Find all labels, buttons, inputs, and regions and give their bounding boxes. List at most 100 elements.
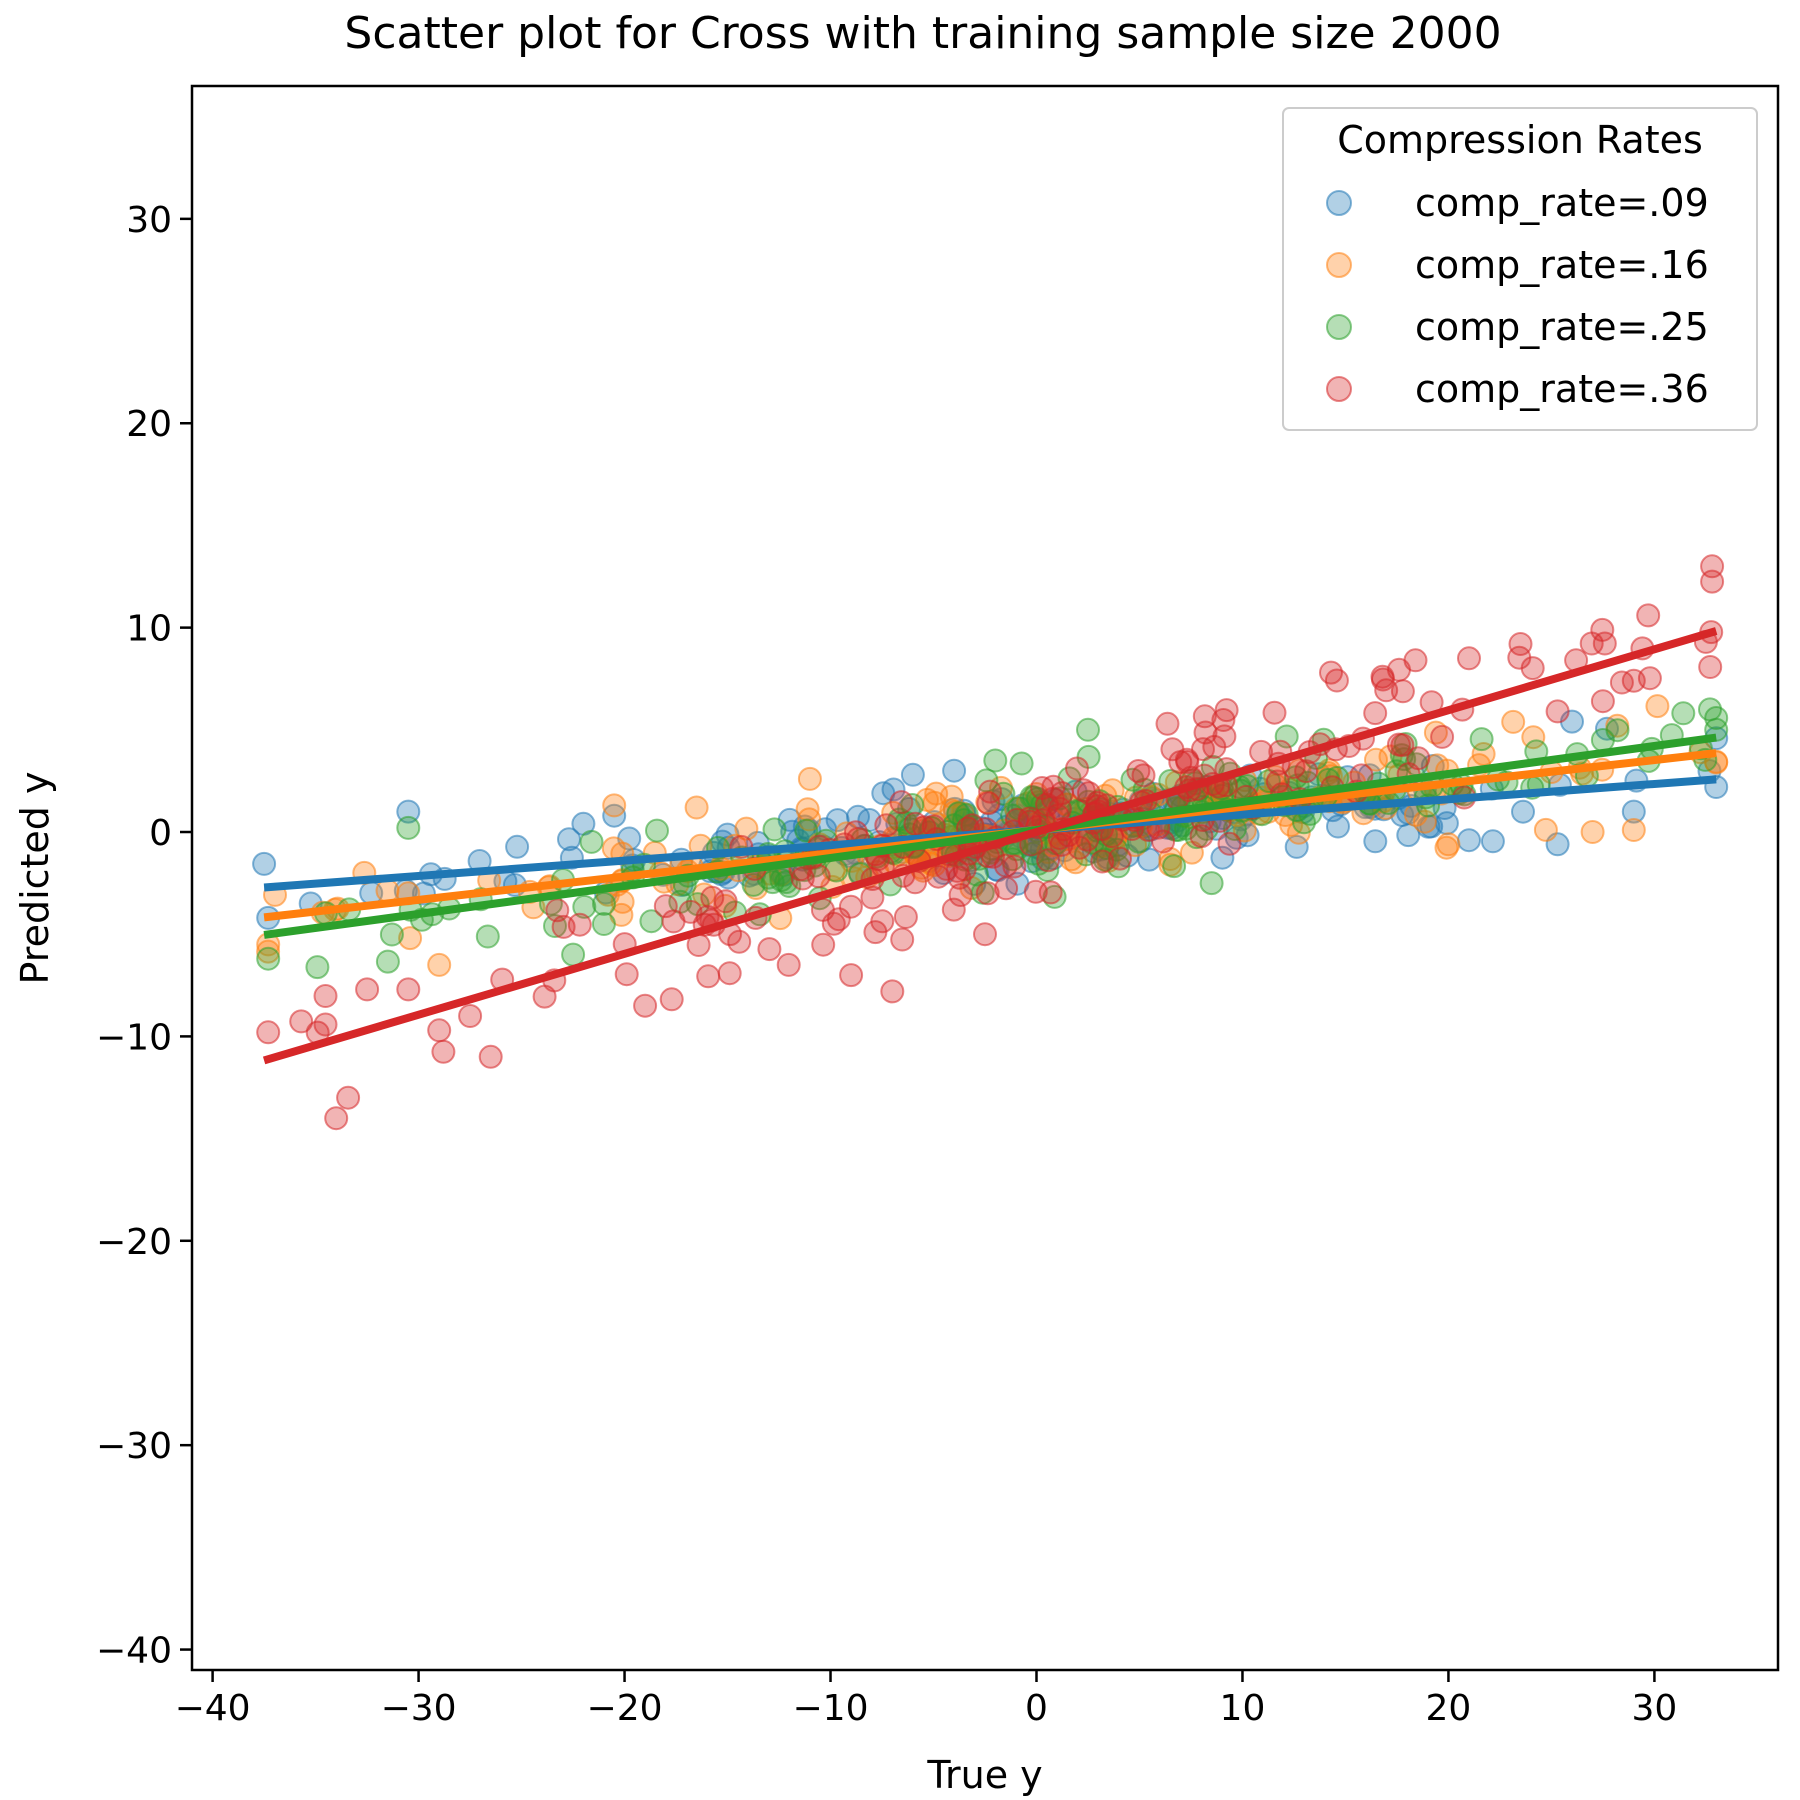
scatter-point bbox=[1189, 824, 1214, 849]
scatter-point bbox=[1274, 724, 1299, 749]
scatter-point bbox=[1521, 725, 1546, 750]
y-tick-label: −10 bbox=[96, 1017, 172, 1058]
y-tick-label: 30 bbox=[126, 200, 172, 241]
scatter-point bbox=[762, 817, 787, 842]
scatter-point bbox=[561, 942, 586, 967]
scatter-point bbox=[1621, 818, 1646, 842]
scatter-point bbox=[475, 924, 500, 949]
scatter-point bbox=[431, 1039, 456, 1064]
scatter-point bbox=[579, 829, 604, 854]
scatter-point bbox=[1580, 820, 1605, 844]
scatter-point bbox=[900, 762, 925, 787]
scatter-point bbox=[1430, 724, 1455, 749]
x-tick-label: 10 bbox=[1220, 1688, 1266, 1729]
scatter-point bbox=[1621, 668, 1646, 693]
scatter-point bbox=[601, 836, 626, 861]
scatter-point bbox=[1480, 829, 1505, 854]
scatter-point bbox=[1436, 832, 1461, 857]
chart-title: Scatter plot for Cross with training sam… bbox=[344, 8, 1501, 59]
scatter-point bbox=[458, 1004, 483, 1028]
scatter-point bbox=[545, 898, 570, 923]
x-tick-label: −30 bbox=[381, 1688, 457, 1729]
scatter-point bbox=[256, 939, 281, 964]
scatter-point bbox=[825, 808, 850, 833]
scatter-point bbox=[1645, 694, 1670, 719]
scatter-point bbox=[874, 813, 899, 838]
scatter-point bbox=[1193, 720, 1218, 745]
scatter-point bbox=[396, 977, 421, 1002]
scatter-point bbox=[1621, 799, 1646, 824]
scatter-point bbox=[1390, 679, 1415, 704]
legend-entries: comp_rate=.09 comp_rate=.16 comp_rate=.25c… bbox=[1326, 181, 1709, 411]
scatter-point bbox=[838, 894, 863, 919]
scatter-point bbox=[734, 816, 759, 841]
scatter-point bbox=[645, 818, 669, 843]
scatter-point bbox=[717, 961, 742, 986]
legend-label: comp_rate=.09 bbox=[1415, 181, 1709, 225]
scatter-point bbox=[1457, 828, 1481, 853]
scatter-point bbox=[839, 963, 864, 988]
scatter-point bbox=[973, 922, 997, 947]
legend-marker bbox=[1326, 190, 1352, 216]
fit-line-2 bbox=[263, 733, 1717, 939]
scatter-point bbox=[1217, 831, 1242, 856]
scatter-point bbox=[396, 799, 421, 824]
scatter-point bbox=[903, 811, 928, 836]
scatter-point bbox=[1471, 742, 1496, 766]
legend-label: comp_rate=.25 bbox=[1415, 305, 1709, 349]
scatter-point bbox=[1508, 632, 1533, 656]
scatter-point bbox=[427, 952, 452, 977]
scatter-point bbox=[1049, 832, 1074, 857]
x-axis-label: True y bbox=[926, 1753, 1042, 1797]
scatter-point bbox=[1009, 751, 1034, 776]
scatter-point bbox=[889, 790, 914, 815]
scatter-point bbox=[821, 911, 846, 936]
scatter-point bbox=[696, 964, 721, 989]
scatter-point bbox=[924, 781, 949, 806]
scatter-point bbox=[1390, 733, 1415, 758]
scatter-point bbox=[336, 1085, 361, 1110]
legend-title: Compression Rates bbox=[1337, 118, 1703, 162]
y-tick-label: −20 bbox=[96, 1222, 172, 1263]
legend-marker bbox=[1326, 314, 1352, 340]
scatter-point bbox=[375, 949, 400, 974]
scatter-point bbox=[1590, 728, 1615, 752]
scatter-point bbox=[890, 927, 915, 952]
scatter-point bbox=[252, 851, 277, 876]
scatter-point bbox=[1363, 829, 1388, 854]
scatter-point bbox=[1036, 848, 1061, 873]
scatter-point bbox=[948, 883, 973, 907]
scatter-point bbox=[1370, 664, 1395, 689]
x-tick-label: 0 bbox=[1025, 1688, 1048, 1729]
scatter-point bbox=[942, 758, 967, 783]
scatter-point bbox=[684, 795, 709, 820]
scatter-point bbox=[794, 818, 819, 843]
scatter-point bbox=[863, 920, 888, 945]
scatter-point bbox=[633, 993, 658, 1018]
scatter-point bbox=[1364, 747, 1388, 772]
scatter-point bbox=[1214, 698, 1239, 723]
scatter-point bbox=[1090, 849, 1115, 874]
legend-label: comp_rate=.36 bbox=[1415, 367, 1709, 411]
fit-line-3 bbox=[262, 627, 1718, 1065]
scatter-point bbox=[375, 878, 400, 903]
scatter-point bbox=[1065, 756, 1089, 781]
scatter-point bbox=[532, 984, 557, 1009]
scatter-point bbox=[592, 891, 616, 916]
scatter-point bbox=[1698, 697, 1722, 722]
scatter-point bbox=[614, 962, 639, 987]
scatter-point bbox=[811, 932, 836, 957]
scatter-point bbox=[591, 912, 616, 936]
scatter-point bbox=[941, 897, 966, 922]
scatter-point bbox=[1592, 631, 1617, 656]
scatter-point bbox=[994, 876, 1019, 901]
scatter-point bbox=[1457, 646, 1481, 671]
scatter-point bbox=[1545, 699, 1570, 724]
scatter-point bbox=[602, 793, 627, 818]
y-tick-label: −30 bbox=[96, 1426, 172, 1467]
scatter-point bbox=[1199, 871, 1224, 896]
scatter-point bbox=[1168, 750, 1193, 775]
scatter-point bbox=[1609, 670, 1634, 695]
scatter-point bbox=[572, 894, 597, 919]
scatter-point bbox=[713, 889, 738, 914]
